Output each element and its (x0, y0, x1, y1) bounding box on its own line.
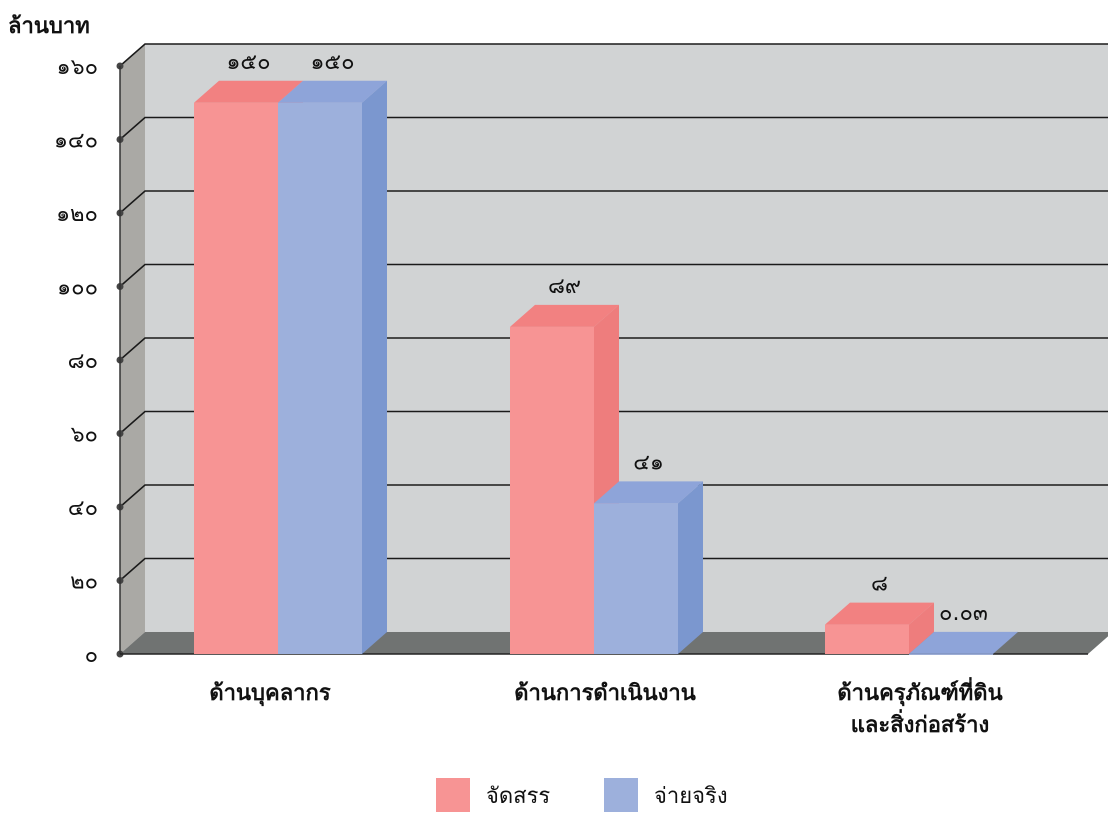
legend-label-allocated: จัดสรร (486, 783, 551, 809)
bar-side (993, 631, 1018, 654)
category-label-personnel: ด้านบุคลากร (120, 678, 420, 710)
y-tick-label: ๒๐ (70, 570, 98, 595)
y-tick-label: ๐ (85, 643, 98, 668)
bar-top (594, 481, 703, 504)
bar-data-label: ๔๑ (633, 450, 664, 475)
y-tick-label: ๑๐๐ (57, 276, 98, 301)
y-tick-label: ๘๐ (68, 349, 98, 374)
category-label-equipment: ด้านครุภัณฑ์ที่ดิน และสิ่งก่อสร้าง (770, 678, 1070, 742)
y-tick-label: ๑๖๐ (57, 55, 98, 80)
bar-top (510, 304, 619, 327)
legend-item-actual: จ่ายจริง (604, 778, 728, 812)
bar-data-label: ๘๙ (548, 274, 581, 299)
gridline (119, 484, 1108, 508)
bar-side (362, 80, 387, 654)
legend-swatch-allocated (436, 778, 470, 812)
legend-item-allocated: จัดสรร (436, 778, 550, 812)
bar (825, 624, 909, 654)
bar-top (825, 602, 934, 625)
legend-swatch-actual (604, 778, 638, 812)
category-label-line: และสิ่งก่อสร้าง (850, 713, 990, 738)
category-label-line: ด้านครุภัณฑ์ที่ดิน (837, 681, 1003, 706)
y-tick-label: ๔๐ (68, 496, 98, 521)
gridline (119, 43, 1108, 67)
legend-label-actual: จ่ายจริง (654, 783, 728, 809)
bar-top (278, 80, 387, 103)
bar (594, 503, 678, 654)
y-axis-title: ล้านบาท (8, 14, 90, 39)
bar-data-label: ๘ (871, 572, 888, 597)
bar-top (194, 80, 303, 103)
y-tick-label: ๑๒๐ (56, 202, 98, 227)
gridline (119, 116, 1108, 141)
bar-data-label: ๐.๐๓ (939, 601, 988, 626)
bar-data-label: ๑๕๐ (226, 50, 270, 75)
y-tick-label: ๑๔๐ (54, 129, 98, 154)
bar-data-label: ๑๕๐ (310, 50, 354, 75)
bar-side (909, 602, 934, 654)
gridline (119, 263, 1108, 288)
bar (278, 102, 362, 654)
category-label-operations: ด้านการดำเนินงาน (455, 678, 755, 710)
legend: จัดสรร จ่ายจริง (0, 778, 1108, 812)
gridline (119, 410, 1108, 435)
bar (510, 326, 594, 654)
bar-side (678, 481, 703, 654)
gridline (119, 557, 1108, 582)
category-label-line: ด้านบุคลากร (209, 681, 331, 706)
gridline (119, 337, 1108, 361)
bar-top (909, 631, 1018, 654)
category-label-line: ด้านการดำเนินงาน (514, 681, 696, 706)
y-tick-label: ๖๐ (71, 423, 98, 448)
bar (909, 653, 993, 655)
bar (194, 102, 278, 654)
gridline (119, 190, 1108, 214)
